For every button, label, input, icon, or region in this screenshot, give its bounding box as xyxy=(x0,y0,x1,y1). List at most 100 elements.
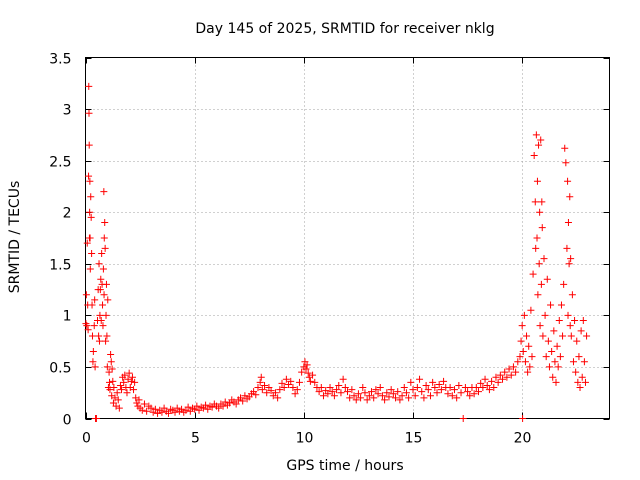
data-point xyxy=(571,317,579,325)
data-point xyxy=(576,384,584,392)
data-point xyxy=(450,386,458,394)
data-point xyxy=(464,388,472,396)
data-point xyxy=(298,368,306,376)
data-point xyxy=(184,403,192,411)
data-point xyxy=(99,265,107,273)
data-point xyxy=(99,322,107,330)
data-point xyxy=(91,296,99,304)
data-point xyxy=(536,322,544,330)
data-point xyxy=(106,386,114,394)
data-point xyxy=(523,332,531,340)
data-point xyxy=(372,386,380,394)
data-point xyxy=(459,415,467,422)
data-point xyxy=(100,234,108,242)
data-point xyxy=(554,363,562,371)
data-point xyxy=(560,280,568,288)
data-point xyxy=(263,389,271,397)
data-point xyxy=(85,109,93,117)
data-point xyxy=(422,381,430,389)
data-point xyxy=(389,390,397,398)
data-point xyxy=(536,208,544,216)
data-point xyxy=(92,415,100,422)
data-point xyxy=(563,244,571,252)
data-point xyxy=(108,365,116,373)
data-point xyxy=(548,347,556,355)
data-point xyxy=(257,373,265,381)
data-point xyxy=(400,384,408,392)
chart-title: Day 145 of 2025, SRMTID for receiver nkl… xyxy=(195,21,494,37)
data-point xyxy=(435,380,443,388)
data-point xyxy=(402,389,410,397)
data-point xyxy=(232,400,240,408)
data-points xyxy=(82,82,591,422)
data-point xyxy=(544,337,552,345)
plot-frame xyxy=(85,57,610,419)
data-point xyxy=(84,326,92,334)
data-point xyxy=(496,371,504,379)
data-point xyxy=(494,378,502,386)
data-point xyxy=(569,358,577,366)
data-point xyxy=(378,392,386,400)
data-point xyxy=(317,384,325,392)
data-point xyxy=(96,311,104,319)
data-point xyxy=(258,386,266,394)
data-point xyxy=(426,392,434,400)
data-point xyxy=(104,296,112,304)
grid-layer xyxy=(85,57,610,419)
data-point xyxy=(499,375,507,383)
data-point xyxy=(416,375,424,383)
data-point xyxy=(574,378,582,386)
data-point xyxy=(565,260,573,268)
data-point xyxy=(88,332,96,340)
data-point xyxy=(115,404,123,412)
data-point xyxy=(509,363,517,371)
data-point xyxy=(538,198,546,206)
data-point xyxy=(151,405,159,413)
data-point xyxy=(106,378,114,386)
data-point xyxy=(472,384,480,392)
data-point xyxy=(578,373,586,381)
data-point xyxy=(140,400,148,408)
data-point xyxy=(291,390,299,398)
data-point xyxy=(376,384,384,392)
y-tick-label: 3 xyxy=(63,103,72,119)
data-point xyxy=(539,332,547,340)
data-point xyxy=(549,373,557,381)
data-point xyxy=(304,369,312,377)
data-point xyxy=(131,378,139,386)
data-point xyxy=(278,379,286,387)
data-point xyxy=(561,144,569,152)
data-point xyxy=(90,322,98,330)
data-point xyxy=(529,270,537,278)
data-point xyxy=(365,392,373,400)
data-point xyxy=(252,391,260,399)
data-point xyxy=(158,408,166,416)
data-point xyxy=(118,386,126,394)
data-point xyxy=(267,387,275,395)
data-point xyxy=(171,408,179,416)
data-point xyxy=(91,363,99,371)
data-point xyxy=(95,260,103,268)
data-point xyxy=(437,386,445,394)
data-point xyxy=(448,392,456,400)
data-point xyxy=(101,219,109,227)
data-point xyxy=(381,396,389,404)
data-point xyxy=(130,386,138,394)
data-point xyxy=(86,234,94,242)
data-point xyxy=(392,394,400,402)
data-point xyxy=(113,389,121,397)
data-point xyxy=(293,386,301,394)
data-point xyxy=(566,322,574,330)
data-point xyxy=(83,239,91,247)
data-point xyxy=(564,219,572,227)
data-point xyxy=(324,390,332,398)
data-point xyxy=(86,177,94,185)
y-tick-labels: 0 0.5 1 1.5 2 2.5 3 3.5 xyxy=(49,52,71,429)
data-point xyxy=(481,375,489,383)
data-point xyxy=(531,198,539,206)
x-tick-labels: 0 5 10 15 20 xyxy=(82,431,531,447)
data-point xyxy=(466,392,474,400)
data-point xyxy=(492,373,500,381)
data-point xyxy=(405,394,413,402)
data-point xyxy=(100,291,108,299)
